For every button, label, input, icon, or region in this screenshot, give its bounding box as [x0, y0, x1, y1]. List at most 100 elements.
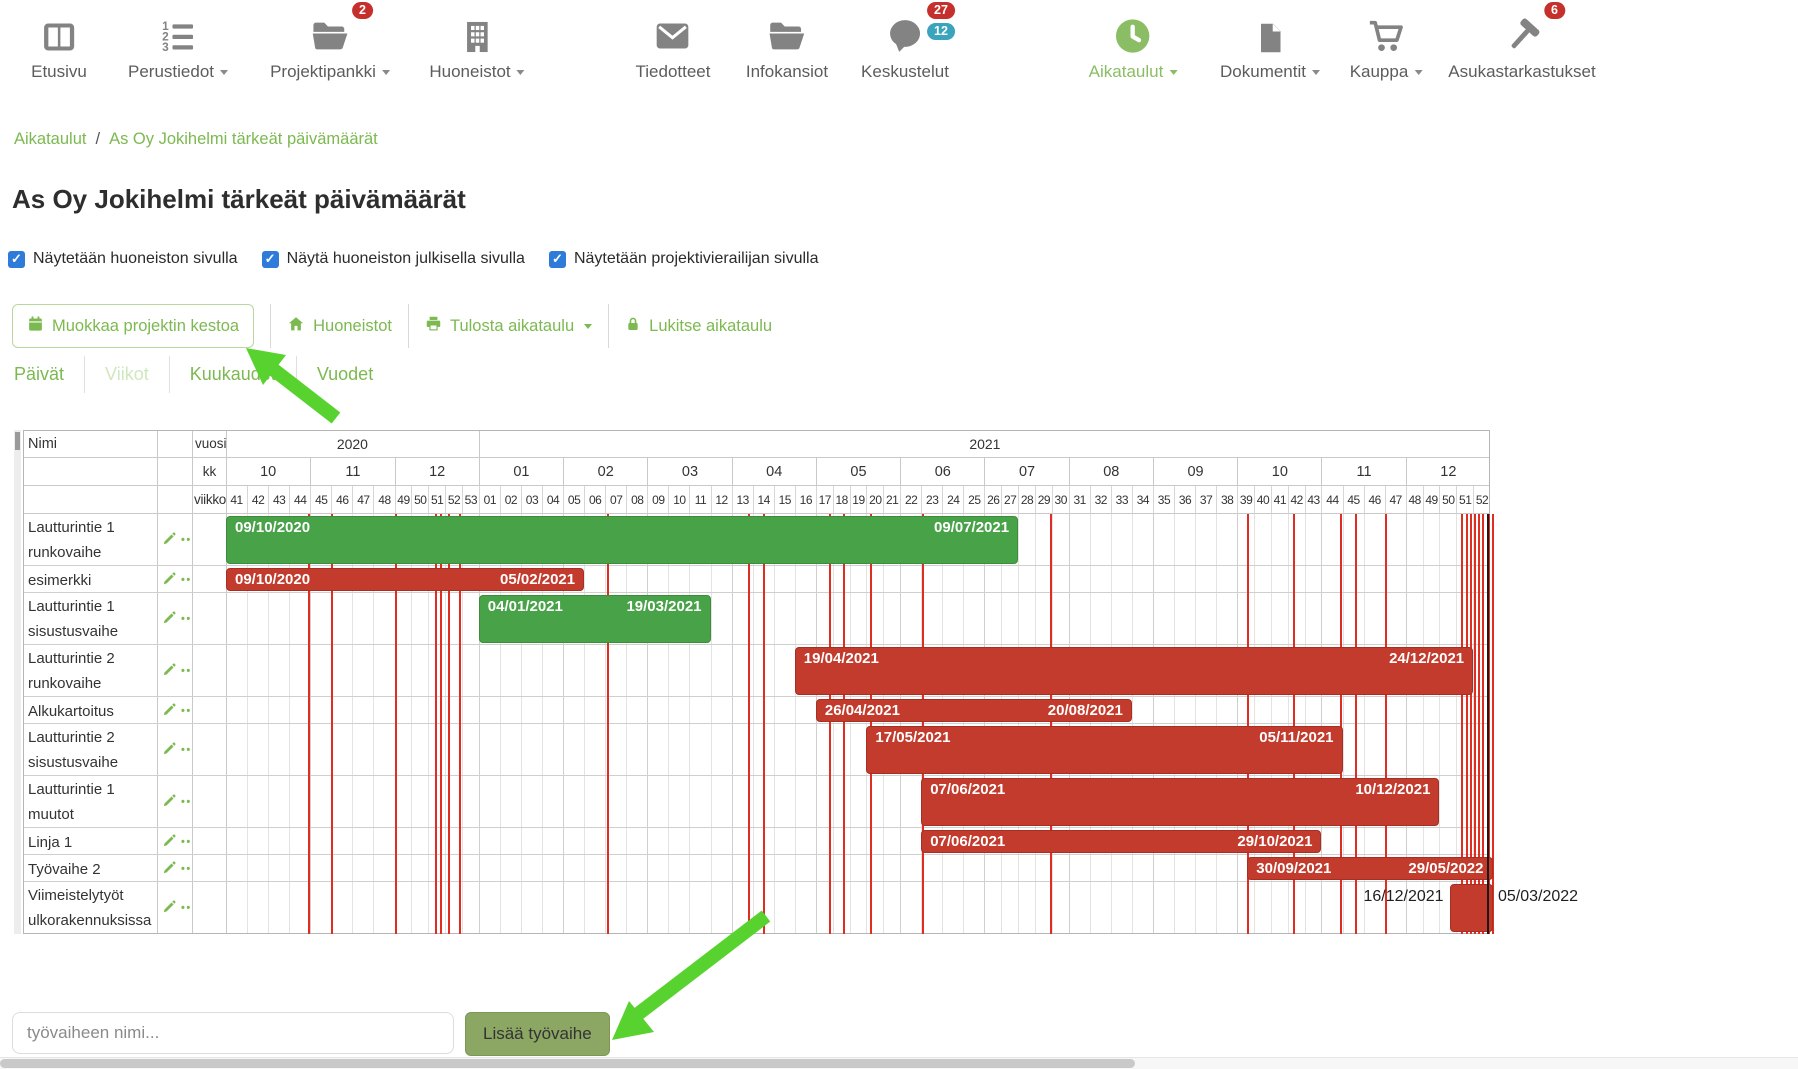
nav-item-label: Aikataulut	[1089, 62, 1178, 82]
bar-start-date: 17/05/2021	[875, 729, 951, 746]
grid-line	[710, 514, 712, 934]
horizontal-scrollbar[interactable]	[0, 1057, 1798, 1069]
print-schedule-button[interactable]: Tulosta aikataulu	[425, 315, 593, 337]
nav-item-tiedotteet[interactable]: Tiedotteet	[636, 8, 710, 82]
grid-line	[832, 514, 834, 934]
phase-name-input[interactable]	[12, 1012, 454, 1054]
grid-line	[268, 514, 270, 934]
bar-end-date: 05/11/2021	[1259, 729, 1334, 746]
nav-item-projektipankki[interactable]: 2 Projektipankki	[270, 2, 390, 82]
edit-icon[interactable]	[162, 662, 177, 680]
milestone-line	[763, 514, 766, 934]
edit-icon[interactable]	[162, 702, 177, 720]
axis-label-year: vuosi	[192, 430, 226, 458]
more-icon[interactable]: •••	[181, 704, 192, 717]
task-row-actions: •••	[157, 882, 192, 934]
more-icon[interactable]: •••	[181, 534, 192, 546]
gantt-bar[interactable]	[1449, 884, 1493, 932]
edit-icon[interactable]	[162, 833, 177, 851]
page-title: As Oy Jokihelmi tärkeät päivämäärät	[12, 184, 466, 214]
tab-paivat[interactable]: Päivät	[14, 356, 86, 393]
tab-kuukaudet[interactable]: Kuukaudet	[170, 356, 297, 393]
task-row-actions: •••	[157, 724, 192, 776]
grid-line	[731, 514, 733, 934]
apartments-button[interactable]: Huoneistot	[287, 315, 392, 338]
more-icon[interactable]: •••	[181, 902, 192, 914]
nav-item-kauppa[interactable]: Kauppa	[1350, 8, 1423, 82]
checkbox[interactable]: ✓	[8, 250, 25, 268]
edit-icon[interactable]	[162, 610, 177, 628]
milestone-line	[1465, 514, 1468, 934]
milestone-line	[1473, 514, 1476, 934]
gantt-bar[interactable]: 07/06/2021 10/12/2021	[921, 778, 1440, 826]
grid-line	[773, 514, 775, 934]
visibility-checkbox-2[interactable]: ✓ Näytä huoneiston julkisella sivulla	[261, 250, 525, 268]
breadcrumb-link-aikataulut[interactable]: Aikataulut	[14, 130, 87, 148]
nav-item-infokansiot[interactable]: Infokansiot	[746, 8, 828, 82]
grid-line	[815, 514, 817, 934]
gantt-bar[interactable]: 07/06/2021 29/10/2021	[921, 830, 1322, 853]
edit-icon[interactable]	[162, 793, 177, 811]
nav-item-keskustelut[interactable]: 27 12 Keskustelut	[861, 2, 955, 82]
more-icon[interactable]: •••	[181, 862, 192, 875]
task-row-actions: •••	[157, 645, 192, 697]
milestone-line	[1461, 514, 1464, 934]
notification-badge: 27	[926, 2, 955, 19]
nav-item-perustiedot[interactable]: 1 2 3 Perustiedot	[128, 8, 228, 82]
more-icon[interactable]: •••	[181, 796, 192, 808]
lock-schedule-button[interactable]: Lukitse aikataulu	[625, 316, 772, 337]
print-schedule-label: Tulosta aikataulu	[450, 316, 575, 335]
horizontal-scrollbar-thumb[interactable]	[0, 1059, 1135, 1068]
visibility-checkbox-1[interactable]: ✓ Näytetään huoneiston sivulla	[8, 250, 238, 268]
column-header-name: Nimi	[23, 430, 157, 458]
gantt-bar[interactable]: 09/10/2020 09/07/2021	[226, 516, 1019, 564]
nav-item-etusivu[interactable]: Etusivu	[31, 8, 87, 82]
nav-item-label: Keskustelut	[861, 62, 949, 81]
more-icon[interactable]: •••	[181, 744, 192, 756]
gantt-bar[interactable]: 09/10/2020 05/02/2021	[226, 568, 585, 591]
nav-item-aikataulut[interactable]: Aikataulut	[1089, 8, 1178, 82]
task-row-name: Lautturintie 1 sisustusvaihe	[28, 598, 119, 640]
week-header: 39	[1237, 486, 1255, 514]
edit-icon[interactable]	[162, 899, 177, 917]
task-row-actions: •••	[157, 776, 192, 828]
week-header: 02	[499, 486, 521, 514]
nav-item-label: Etusivu	[31, 62, 87, 81]
more-icon[interactable]: •••	[181, 665, 192, 677]
milestone-line	[308, 514, 311, 934]
checkbox[interactable]: ✓	[261, 250, 279, 268]
gantt-bar[interactable]: 17/05/2021 05/11/2021	[866, 726, 1343, 774]
grid-line	[1131, 514, 1133, 934]
visibility-checkbox-3[interactable]: ✓ Näytetään projektivierailijan sivulla	[548, 250, 819, 268]
edit-icon[interactable]	[162, 571, 177, 589]
grid-line	[900, 514, 902, 934]
nav-item-asukastarkastukset[interactable]: 6 Asukastarkastukset	[1448, 2, 1596, 82]
breadcrumb-current[interactable]: As Oy Jokihelmi tärkeät päivämäärät	[109, 130, 378, 148]
more-icon[interactable]: •••	[181, 613, 192, 625]
vertical-scrollbar-thumb[interactable]	[15, 432, 20, 450]
edit-project-duration-button[interactable]: Muokkaa projektin kestoa	[12, 304, 255, 348]
nav-item-huoneistot[interactable]: Huoneistot	[429, 8, 525, 82]
task-row-name: Lautturintie 2 runkovaihe	[28, 650, 115, 692]
nav-item-dokumentit[interactable]: Dokumentit	[1220, 8, 1320, 82]
more-icon[interactable]: •••	[181, 573, 192, 586]
checkbox[interactable]: ✓	[548, 250, 566, 268]
gantt-bar[interactable]: 04/01/2021 19/03/2021	[478, 595, 711, 643]
gantt-bar[interactable]: 19/04/2021 24/12/2021	[794, 647, 1474, 695]
grid-line	[668, 514, 670, 934]
add-phase-button[interactable]: Lisää työvaihe	[465, 1012, 610, 1056]
checkbox-label: Näytetään huoneiston sivulla	[33, 250, 238, 267]
gantt-bar[interactable]: 30/09/2021 29/05/2022	[1247, 857, 1493, 880]
axis-label-month: kk	[192, 458, 226, 486]
edit-icon[interactable]	[162, 741, 177, 759]
notification-badge: 2	[351, 2, 373, 19]
tab-vuodet[interactable]: Vuodet	[316, 364, 374, 384]
tab-viikot[interactable]: Viikot	[85, 356, 170, 393]
gantt-bar[interactable]: 26/04/2021 20/08/2021	[815, 699, 1132, 722]
grid-line	[1216, 514, 1218, 934]
week-header: 49	[1422, 486, 1440, 514]
edit-icon[interactable]	[162, 860, 177, 878]
edit-icon[interactable]	[162, 531, 177, 549]
more-icon[interactable]: •••	[181, 835, 192, 848]
vertical-scrollbar[interactable]	[14, 430, 21, 934]
